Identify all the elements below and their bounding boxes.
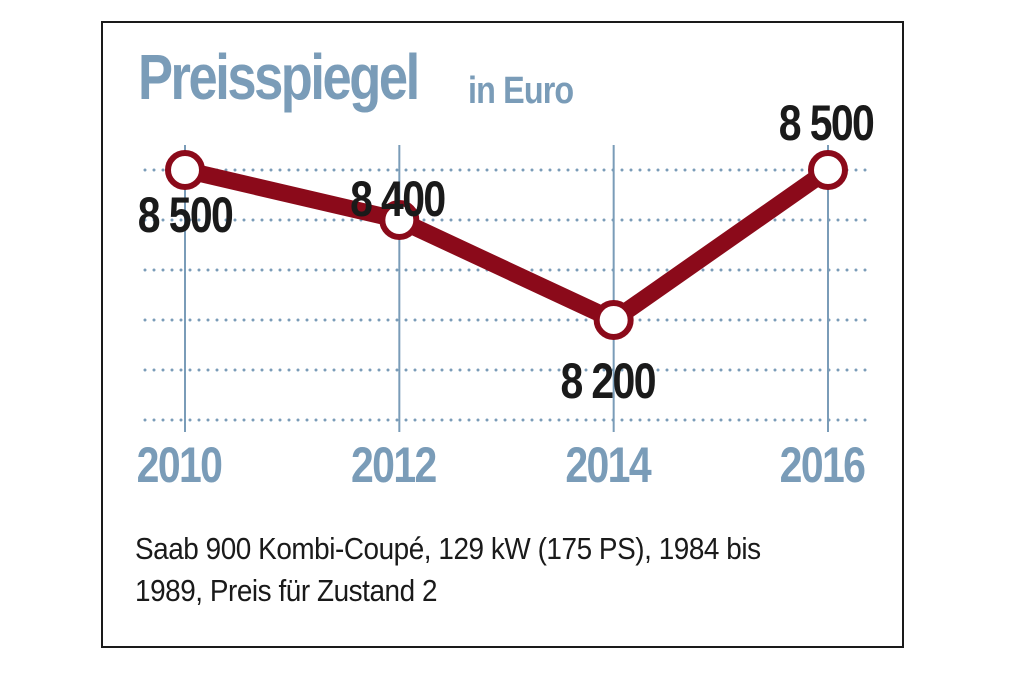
x-tick-label: 2014 [565,437,652,493]
year-lines [184,145,829,432]
caption-line-2: 1989, Preis für Zustand 2 [135,573,438,608]
data-point [165,150,205,190]
x-tick-label: 2010 [137,437,222,493]
series-line [183,161,833,330]
chart-title-group: Preisspiegel in Euro [138,40,574,114]
point-group [165,150,848,340]
grid [143,168,870,422]
x-tick-group: 2010 2012 2014 2016 [137,437,867,493]
chart-unit: in Euro [468,70,574,112]
data-label-group: 8 500 8 400 8 200 8 500 [138,95,875,409]
chart-caption: Saab 900 Kombi-Coupé, 129 kW (175 PS), 1… [135,528,895,612]
data-point [593,300,634,340]
data-point [379,200,420,240]
data-label: 8 500 [138,187,233,243]
series-line-group [183,161,833,330]
data-label: 8 500 [779,95,874,151]
data-label: 8 400 [350,171,445,227]
data-label: 8 200 [560,353,655,409]
x-tick-label: 2016 [780,437,865,493]
x-tick-label: 2012 [351,437,436,493]
chart-frame [101,21,904,648]
caption-line-1: Saab 900 Kombi-Coupé, 129 kW (175 PS), 1… [135,531,761,566]
data-point [808,150,848,190]
chart-title: Preisspiegel [138,41,420,113]
